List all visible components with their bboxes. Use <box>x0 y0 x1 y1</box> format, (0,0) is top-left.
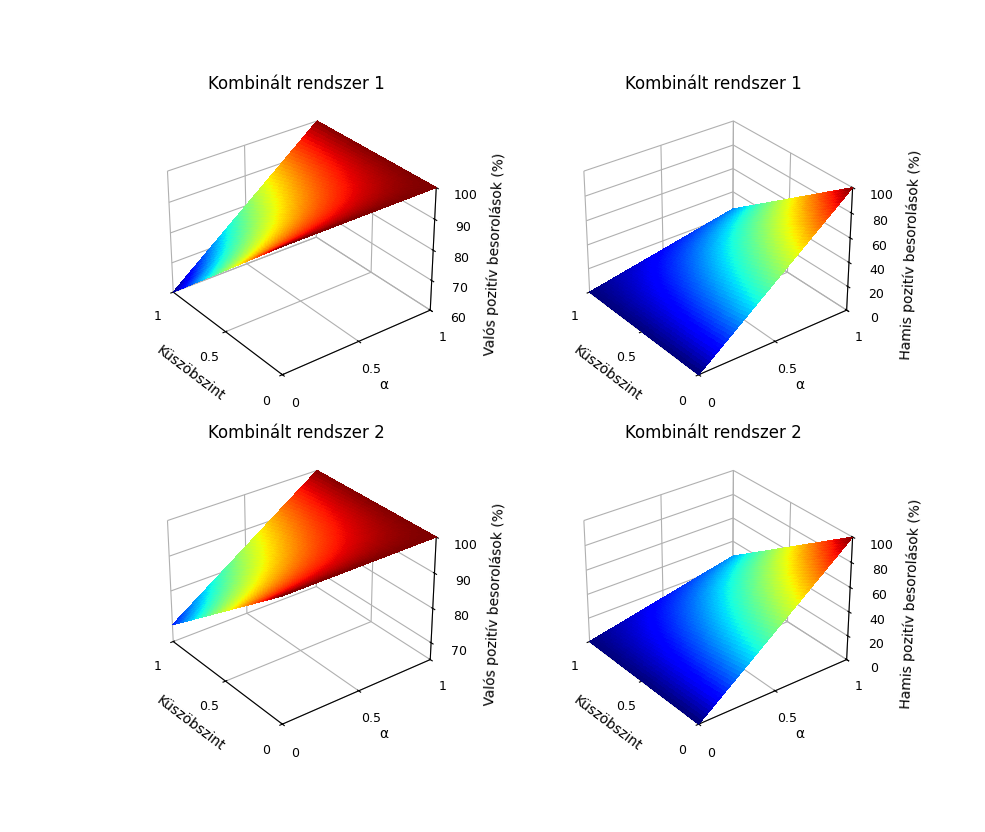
Y-axis label: α: α <box>379 727 388 741</box>
X-axis label: Küszöbszint: Küszöbszint <box>154 693 228 753</box>
X-axis label: Küszöbszint: Küszöbszint <box>570 344 644 404</box>
Title: Kombinált rendszer 1: Kombinált rendszer 1 <box>208 75 385 92</box>
X-axis label: Küszöbszint: Küszöbszint <box>154 344 228 404</box>
X-axis label: Küszöbszint: Küszöbszint <box>570 693 644 753</box>
Title: Kombinált rendszer 2: Kombinált rendszer 2 <box>208 424 385 442</box>
Y-axis label: α: α <box>796 378 805 392</box>
Title: Kombinált rendszer 2: Kombinált rendszer 2 <box>624 424 802 442</box>
Y-axis label: α: α <box>379 378 388 392</box>
Title: Kombinált rendszer 1: Kombinált rendszer 1 <box>624 75 802 92</box>
Y-axis label: α: α <box>796 727 805 741</box>
